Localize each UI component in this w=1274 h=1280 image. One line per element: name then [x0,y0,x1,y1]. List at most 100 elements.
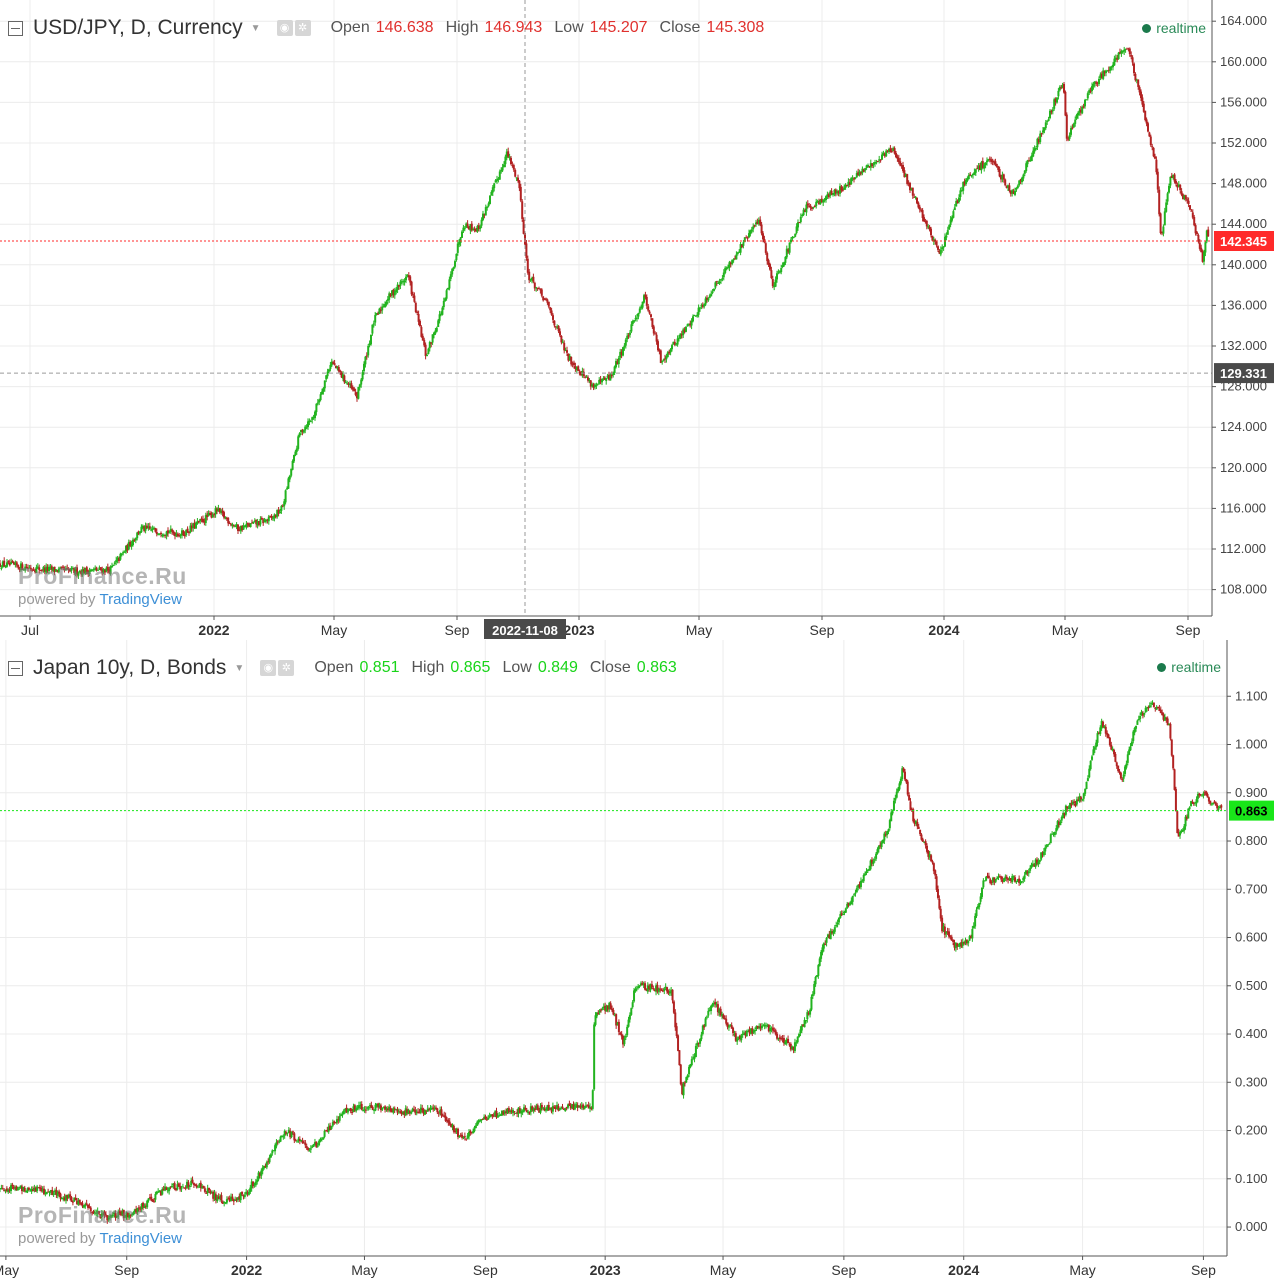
candle-body [1125,763,1128,768]
candle-body [575,367,578,371]
candle-body [56,570,59,572]
candle-body [498,1115,501,1117]
candle-body [781,265,784,267]
candle-body [403,280,406,282]
candle-body [678,337,680,339]
candle-body [1015,188,1018,190]
candle-body [15,562,18,566]
candle-body [38,1187,41,1189]
candle-body [498,171,501,180]
candle-body [260,517,263,520]
candle-body [842,914,845,916]
candle-body [776,1033,779,1039]
candle-body [976,906,979,909]
japan10y-chart[interactable]: 1.1001.0000.9000.8000.7000.6000.5000.400… [0,640,1274,1280]
candle-body [980,887,983,897]
candle-body [792,1047,795,1050]
candle-body [39,570,42,572]
visibility-icon[interactable]: ◉ [260,660,277,676]
candle-body [1063,812,1066,816]
candle-body [868,868,871,871]
candle-body [357,386,360,399]
candle-body [949,219,952,225]
candle-body [153,1200,156,1202]
candle-body [410,1111,413,1114]
usdjpy-chart-panel[interactable]: 164.000 160.000 156.000 152.000 148.000 144.0… [0,0,1274,640]
candle-body [253,1184,256,1186]
candle-body [634,989,637,992]
candle-body [444,1115,447,1121]
candle-body [70,1197,73,1202]
candle-body [465,1138,468,1140]
candle-body [804,1020,807,1022]
candle-body [1132,731,1135,741]
candle-body [445,290,448,299]
candle-body [82,1205,85,1208]
candle-body [820,951,823,959]
candle-body [504,156,507,165]
tradingview-link[interactable]: TradingView [99,1230,183,1247]
candle-body [687,324,690,326]
candle-body [668,351,671,354]
gear-icon[interactable]: ✲ [278,660,295,676]
candle-body [1053,831,1056,835]
candle-body [1084,788,1087,794]
candle-body [855,173,858,178]
candle-body [788,1044,791,1046]
candle-body [919,829,922,835]
candle-body [846,903,849,909]
candle-body [329,365,332,370]
candle-body [1052,833,1055,835]
candle-body [316,1145,319,1147]
candle-body [545,1109,548,1111]
candle-body [254,1181,257,1186]
candle-body [595,1012,598,1017]
usdjpy-chart[interactable]: 164.000160.000156.000152.000148.000144.0… [0,0,1274,640]
candle-body [879,844,882,846]
candle-body [943,926,946,935]
candle-body [964,940,967,944]
candle-body [561,1106,564,1108]
candle-body [783,262,785,266]
symbol-title[interactable]: USD/JPY, D, Currency [33,16,243,39]
candle-body [26,1188,29,1193]
candle-body [815,201,818,207]
candle-body [1155,159,1158,173]
candle-body [892,148,895,151]
candle-body [891,811,894,814]
candle-body [1196,232,1198,234]
candle-body [589,380,592,387]
candle-body [880,842,883,848]
gear-icon[interactable]: ✲ [294,20,311,36]
candle-body [784,1041,787,1045]
candle-body [1133,728,1136,733]
candle-body [389,1107,392,1111]
collapse-icon[interactable] [8,20,23,36]
y-tick-label: 0.900 [1235,785,1268,800]
candle-body [125,545,127,552]
chevron-down-icon[interactable]: ▼ [250,22,261,34]
candle-body [1156,171,1159,190]
candle-body [374,315,377,323]
candle-body [557,326,560,332]
candle-body [1008,185,1011,191]
candle-body [854,177,857,179]
visibility-icon[interactable]: ◉ [276,20,293,36]
candle-body [113,562,116,565]
tradingview-link[interactable]: TradingView [99,591,183,608]
candle-body [370,1104,373,1108]
candle-body [594,384,596,387]
candle-body [355,1108,358,1111]
candle-body [909,183,911,191]
collapse-icon[interactable] [8,660,23,676]
candle-body [652,988,655,990]
candle-body [349,1108,352,1112]
candle-body [311,1146,314,1148]
candle-body [404,1108,407,1116]
candle-body [733,1034,736,1036]
candle-body [64,568,67,571]
chevron-down-icon[interactable]: ▼ [234,662,245,674]
japan10y-chart-panel[interactable]: 1.100 1.000 0.900 0.800 0.700 0.600 0.500 0.400… [0,640,1274,1280]
candle-body [1162,226,1165,234]
symbol-title[interactable]: Japan 10y, D, Bonds [33,656,227,679]
